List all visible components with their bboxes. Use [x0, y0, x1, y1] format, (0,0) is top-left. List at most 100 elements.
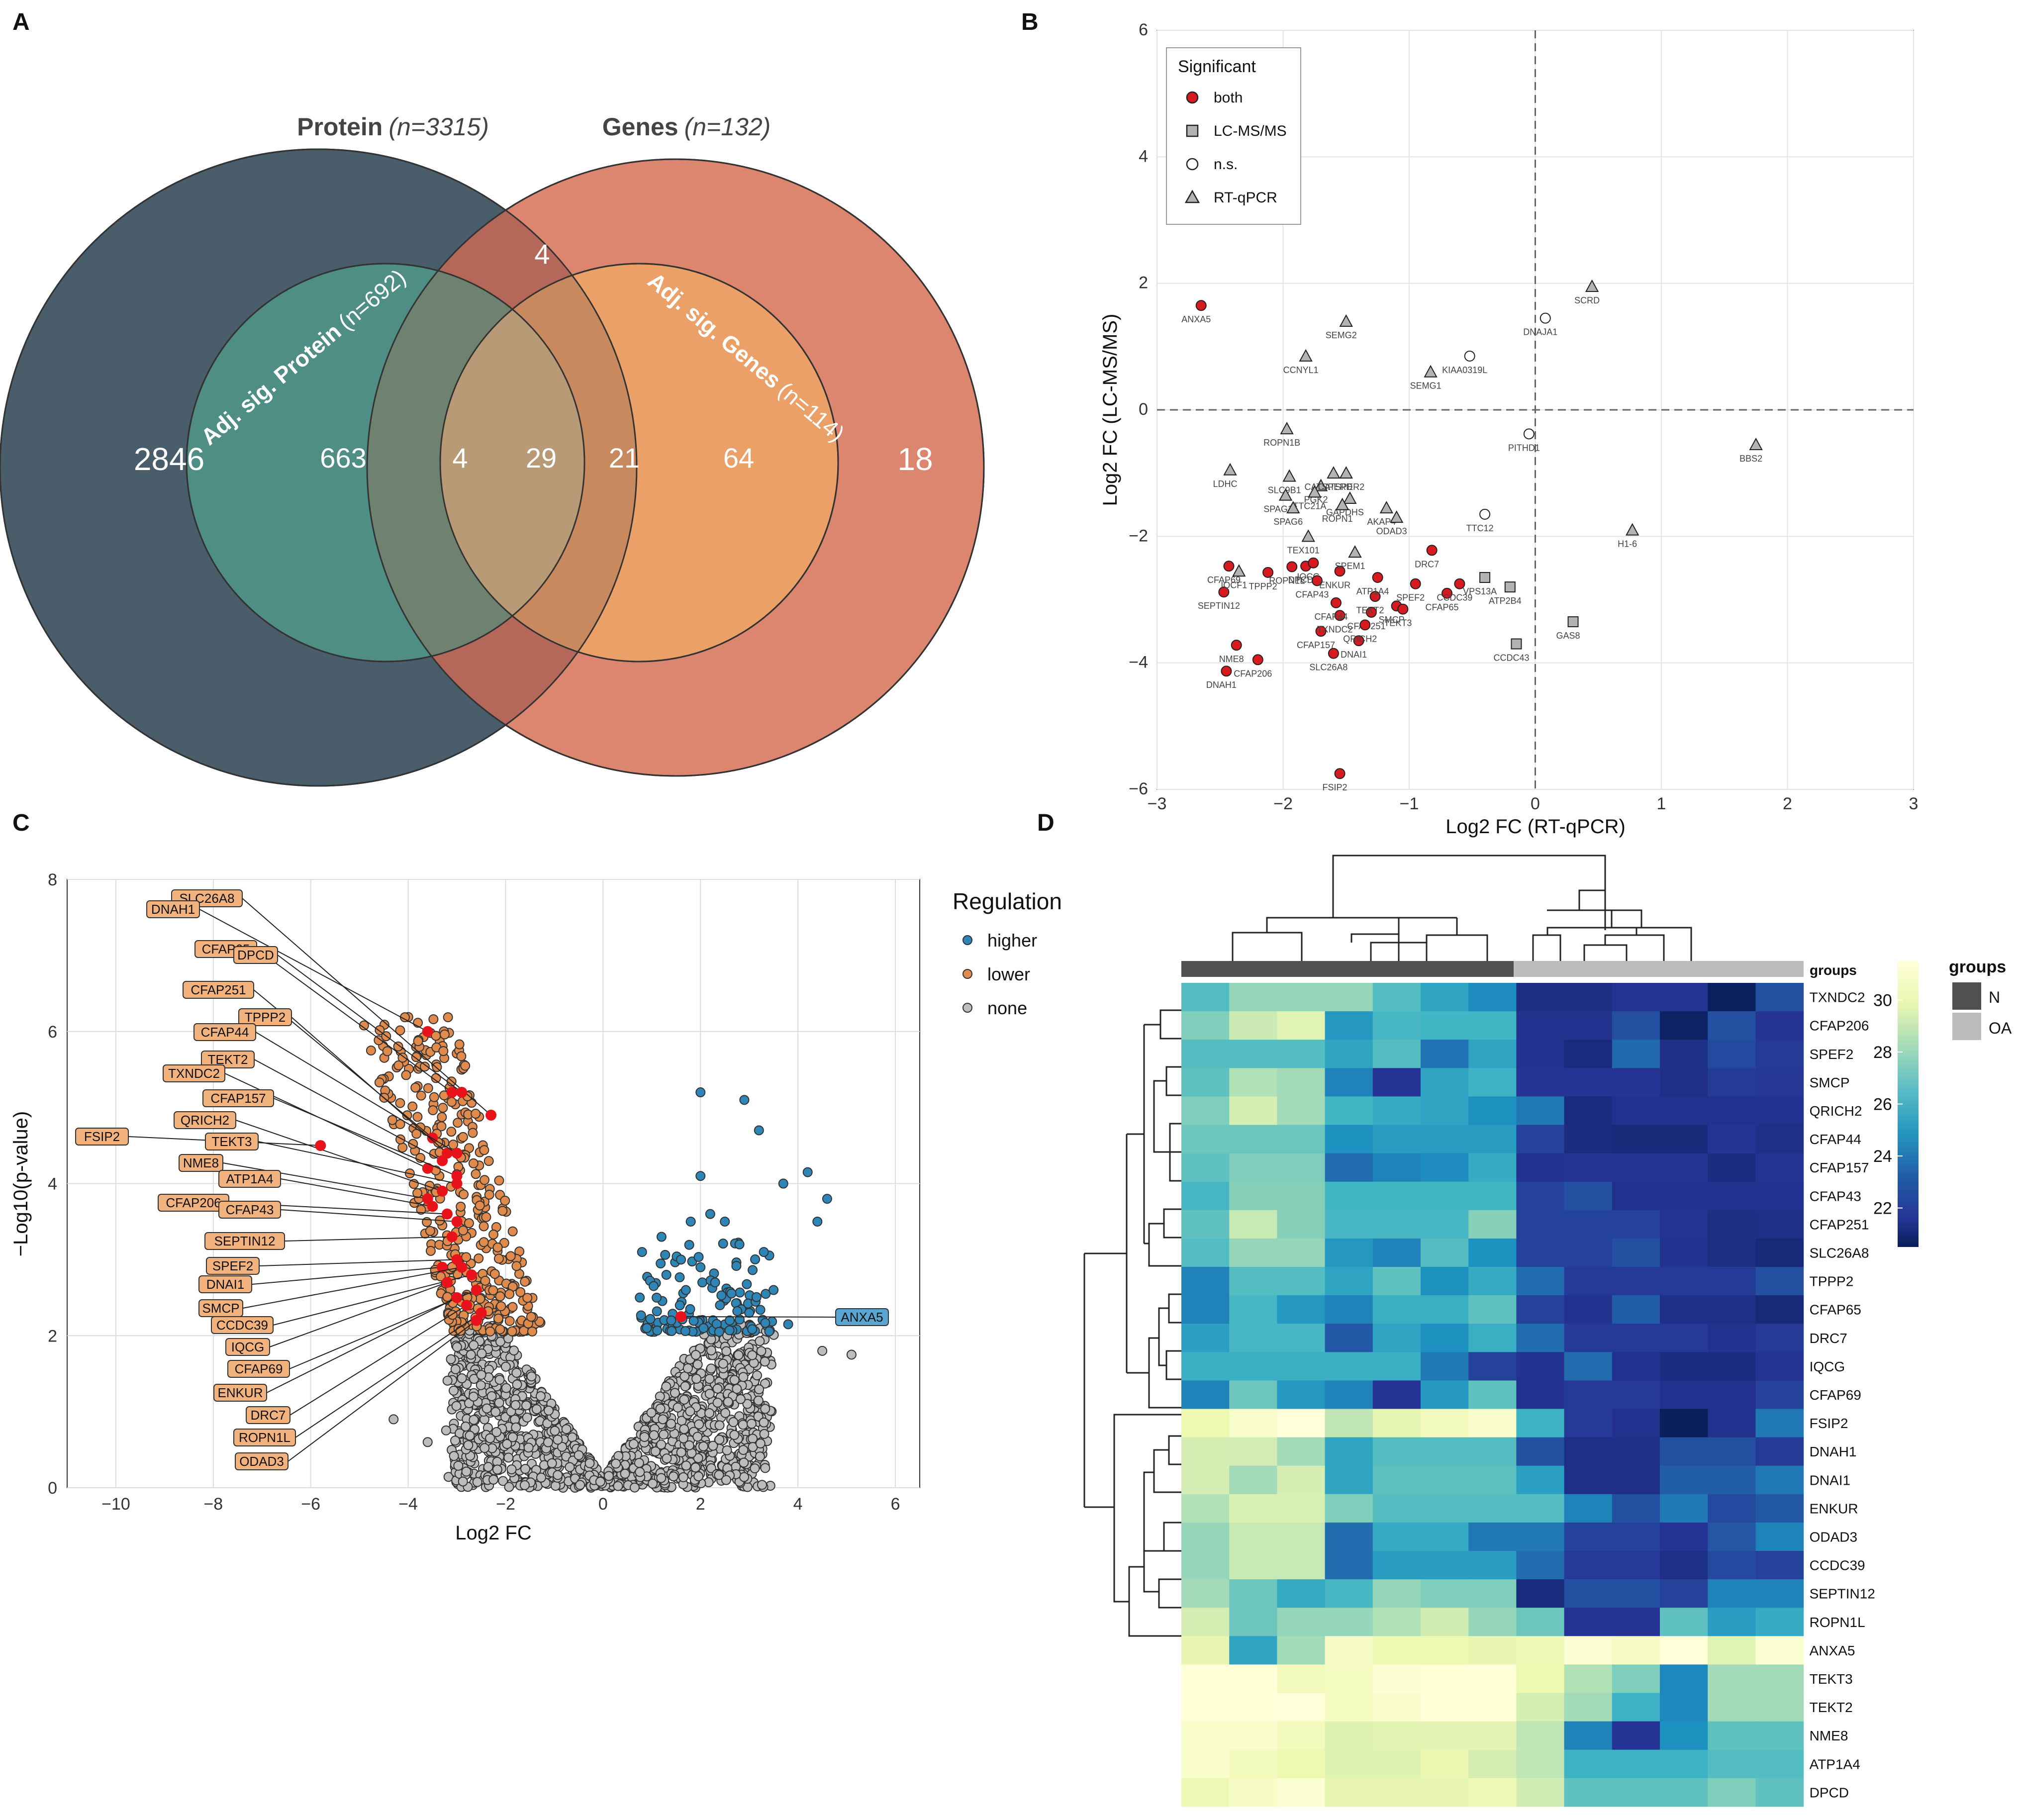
heatmap-cell — [1181, 1409, 1230, 1438]
volcano-point-lower — [382, 1046, 392, 1056]
volcano-point-higher — [739, 1095, 750, 1105]
scatter-point-both — [1252, 654, 1263, 666]
heatmap-cell — [1181, 1238, 1230, 1267]
venn-diagram: Protein (n=3315) Genes (n=132) Adj. sig. P… — [0, 113, 985, 787]
volcano-point-none — [507, 1432, 518, 1442]
volcano-point-higher — [715, 1300, 725, 1311]
volcano-point-none — [750, 1463, 760, 1474]
volcano-point-lower — [425, 1245, 436, 1256]
volcano-point-none — [531, 1404, 542, 1415]
volcano-point-none — [757, 1480, 767, 1490]
heatmap-cell — [1181, 1522, 1230, 1551]
heatmap-cell — [1277, 1096, 1326, 1126]
heatmap-cell — [1612, 1693, 1660, 1722]
heatmap-cell — [1755, 983, 1804, 1012]
volcano-point-higher — [734, 1239, 745, 1249]
volcano-point-none — [521, 1400, 531, 1411]
volcano-point-none — [760, 1404, 770, 1414]
volcano-point-none — [544, 1405, 554, 1416]
volcano-point-labeled — [456, 1087, 468, 1098]
heatmap-cell — [1708, 1636, 1756, 1665]
heatmap-cell — [1229, 1494, 1277, 1523]
venn-genes-title: Genes (n=132) — [602, 113, 771, 141]
volcano-point-labeled — [675, 1311, 687, 1323]
volcano-label-text: CFAP251 — [191, 982, 246, 997]
volcano-label-text: DNAH1 — [151, 902, 195, 917]
volcano-point-none — [693, 1453, 703, 1463]
volcano-y-tick: 6 — [48, 1023, 57, 1042]
heatmap-cell — [1755, 1551, 1804, 1580]
volcano-point-none — [753, 1395, 764, 1406]
volcano-point-lower — [454, 1039, 465, 1050]
panel-label-c: C — [12, 810, 30, 836]
heatmap-cell — [1468, 1522, 1517, 1551]
scatter-point-label: SLC26A8 — [1309, 663, 1347, 672]
scatter-x-tick: −2 — [1273, 794, 1293, 813]
heatmap-cell — [1708, 1664, 1756, 1694]
volcano-point-lower — [397, 1143, 408, 1153]
heatmap-cell — [1277, 1324, 1326, 1352]
heatmap-cell — [1612, 1494, 1660, 1523]
heatmap-cell — [1325, 1721, 1373, 1750]
heatmap-cell — [1612, 1437, 1660, 1466]
volcano-point-lower — [374, 1035, 384, 1046]
scatter-point-label: TEKT2 — [1356, 605, 1384, 615]
volcano-label-text: DRC7 — [251, 1408, 286, 1423]
heatmap-cell — [1181, 1465, 1230, 1495]
heatmap-cell — [1181, 1125, 1230, 1154]
scatter-y-tick: 2 — [1139, 274, 1148, 292]
heatmap-row-label: IQCG — [1810, 1359, 1845, 1374]
volcano-point-higher — [705, 1209, 715, 1219]
volcano-label-leader — [291, 1017, 448, 1154]
volcano-point-lower — [413, 1036, 423, 1047]
scatter-point-label: SEMG2 — [1326, 330, 1357, 340]
heatmap-row-label: DNAH1 — [1810, 1444, 1857, 1459]
heatmap-cell — [1372, 1125, 1421, 1154]
volcano-y-tick: 0 — [48, 1479, 57, 1498]
volcano-point-lower — [410, 1082, 421, 1093]
heatmap-cell — [1372, 1068, 1421, 1097]
heatmap-cell — [1660, 1153, 1708, 1182]
scatter-point-both — [1454, 578, 1465, 589]
volcano-point-none — [668, 1471, 678, 1482]
heatmap-cell — [1277, 1040, 1326, 1068]
heatmap-cell — [1277, 1238, 1326, 1267]
volcano-point-lower — [468, 1128, 478, 1138]
scatter-point-both — [1397, 603, 1409, 615]
heatmap-row-label: TPPP2 — [1810, 1274, 1854, 1289]
heatmap-cell — [1181, 1324, 1230, 1352]
heatmap-cell — [1708, 983, 1756, 1012]
scatter-point-label: TTC12 — [1466, 523, 1494, 533]
volcano-point-none — [682, 1363, 693, 1373]
volcano-point-none — [472, 1477, 482, 1487]
heatmap-color-scale: 30 28 26 24 22 — [1873, 961, 1919, 1247]
heatmap-cell — [1421, 1721, 1469, 1750]
heatmap-cell — [1516, 1608, 1565, 1636]
heatmap-cell — [1229, 1040, 1277, 1068]
volcano-point-none — [550, 1481, 561, 1491]
heatmap-cell — [1660, 1522, 1708, 1551]
heatmap-row-label: SLC26A8 — [1810, 1245, 1869, 1260]
scatter-point-label: TTC21A — [1293, 501, 1326, 511]
volcano-point-lower — [504, 1316, 515, 1326]
volcano-point-none — [450, 1364, 461, 1374]
heatmap-cell — [1660, 1352, 1708, 1381]
heatmap-cell — [1564, 1778, 1613, 1807]
scatter-point-both — [1221, 666, 1232, 677]
volcano-label-leader — [222, 1162, 428, 1200]
volcano-point-lower — [474, 1253, 484, 1263]
heatmap-cell — [1421, 1295, 1469, 1324]
volcano-point-none — [679, 1424, 689, 1435]
volcano-point-higher — [697, 1277, 708, 1288]
volcano-point-lower — [411, 1052, 421, 1062]
heatmap-cell — [1181, 1778, 1230, 1807]
volcano-point-lower — [500, 1195, 510, 1206]
volcano-point-none — [477, 1348, 487, 1359]
heatmap-cell — [1277, 1749, 1326, 1779]
volcano-point-labeled — [451, 1170, 463, 1182]
volcano-point-higher — [732, 1306, 743, 1317]
volcano-point-higher — [656, 1232, 667, 1242]
volcano-point-none — [639, 1432, 650, 1442]
legend-n-swatch — [1952, 982, 1981, 1010]
heatmap-cell — [1468, 1664, 1517, 1694]
